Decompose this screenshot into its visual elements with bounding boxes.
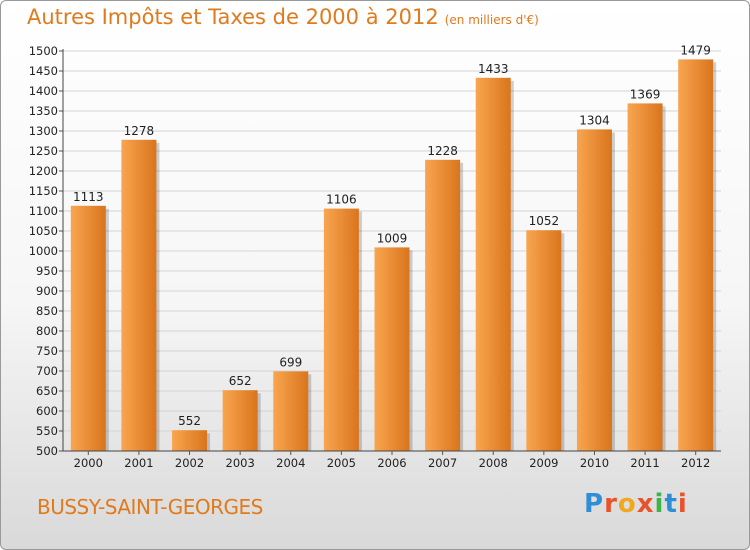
logo-letter: t bbox=[664, 489, 678, 519]
chart-title: Autres Impôts et Taxes de 2000 à 2012 (en… bbox=[27, 5, 539, 29]
bar bbox=[678, 59, 714, 452]
y-tick-label: 1100 bbox=[29, 204, 58, 218]
value-label: 1304 bbox=[579, 113, 610, 127]
proxiti-logo: Proxiti bbox=[584, 489, 688, 519]
bar bbox=[172, 430, 208, 451]
x-tick-label: 2012 bbox=[681, 456, 710, 470]
value-label: 1278 bbox=[124, 124, 155, 138]
y-tick-label: 950 bbox=[36, 264, 58, 278]
x-tick-label: 2010 bbox=[580, 456, 609, 470]
y-tick-label: 1450 bbox=[29, 64, 58, 78]
y-tick-label: 1250 bbox=[29, 144, 58, 158]
x-tick-label: 2005 bbox=[327, 456, 356, 470]
value-label: 1113 bbox=[73, 190, 104, 204]
value-label: 1479 bbox=[680, 43, 711, 57]
bar bbox=[70, 205, 106, 451]
city-name: BUSSY-SAINT-GEORGES bbox=[37, 495, 263, 519]
value-label: 1369 bbox=[630, 87, 661, 101]
logo-letter: i bbox=[654, 489, 665, 519]
y-tick-label: 1500 bbox=[29, 44, 58, 58]
y-tick-label: 1200 bbox=[29, 164, 58, 178]
value-label: 699 bbox=[279, 355, 302, 369]
x-tick-label: 2006 bbox=[377, 456, 406, 470]
bar bbox=[323, 208, 359, 451]
x-tick-label: 2000 bbox=[74, 456, 103, 470]
value-label: 1433 bbox=[478, 62, 509, 76]
bar bbox=[576, 129, 612, 451]
y-tick-label: 650 bbox=[36, 384, 58, 398]
bar bbox=[374, 247, 410, 451]
x-tick-label: 2004 bbox=[276, 456, 305, 470]
axes: 500 550 600 650 700 750 800 850 900 950 1000 1050 11… bbox=[29, 44, 721, 470]
bar bbox=[222, 390, 258, 451]
bar bbox=[475, 77, 511, 452]
y-tick-label: 600 bbox=[36, 404, 58, 418]
logo-letter: P bbox=[584, 489, 605, 519]
chart-unit: (en milliers d'€) bbox=[444, 13, 539, 27]
logo-letter: o bbox=[617, 489, 637, 519]
bars: 1113 1278 552 652 699 1106 1009 1228 1433 1052 130… bbox=[70, 43, 717, 452]
x-tick-label: 2009 bbox=[529, 456, 558, 470]
y-tick-label: 500 bbox=[36, 444, 58, 458]
logo-letter: i bbox=[677, 489, 688, 519]
x-tick-label: 2001 bbox=[124, 456, 153, 470]
x-tick-label: 2002 bbox=[175, 456, 204, 470]
y-tick-label: 1050 bbox=[29, 224, 58, 238]
value-label: 1106 bbox=[326, 193, 357, 207]
y-tick-label: 1300 bbox=[29, 124, 58, 138]
x-tick-label: 2007 bbox=[428, 456, 457, 470]
x-tick-label: 2003 bbox=[226, 456, 255, 470]
value-label: 1228 bbox=[427, 144, 458, 158]
y-tick-label: 1150 bbox=[29, 184, 58, 198]
value-label: 1009 bbox=[377, 231, 408, 245]
value-label: 1052 bbox=[529, 214, 560, 228]
y-tick-label: 750 bbox=[36, 344, 58, 358]
bar bbox=[273, 371, 309, 451]
bar bbox=[627, 103, 663, 452]
y-tick-label: 1400 bbox=[29, 84, 58, 98]
bar bbox=[121, 139, 157, 452]
y-tick-label: 800 bbox=[36, 324, 58, 338]
bar bbox=[526, 230, 562, 451]
chart-title-text: Autres Impôts et Taxes de 2000 à 2012 bbox=[27, 5, 439, 29]
value-label: 652 bbox=[229, 374, 252, 388]
x-tick-label: 2008 bbox=[479, 456, 508, 470]
y-tick-label: 1000 bbox=[29, 244, 58, 258]
x-tick-label: 2011 bbox=[630, 456, 659, 470]
logo-letter: x bbox=[636, 489, 655, 519]
y-tick-label: 900 bbox=[36, 284, 58, 298]
y-tick-label: 700 bbox=[36, 364, 58, 378]
bar bbox=[425, 159, 461, 452]
y-tick-label: 850 bbox=[36, 304, 58, 318]
y-tick-label: 550 bbox=[36, 424, 58, 438]
logo-letter: r bbox=[604, 489, 618, 519]
y-tick-label: 1350 bbox=[29, 104, 58, 118]
value-label: 552 bbox=[178, 414, 201, 428]
